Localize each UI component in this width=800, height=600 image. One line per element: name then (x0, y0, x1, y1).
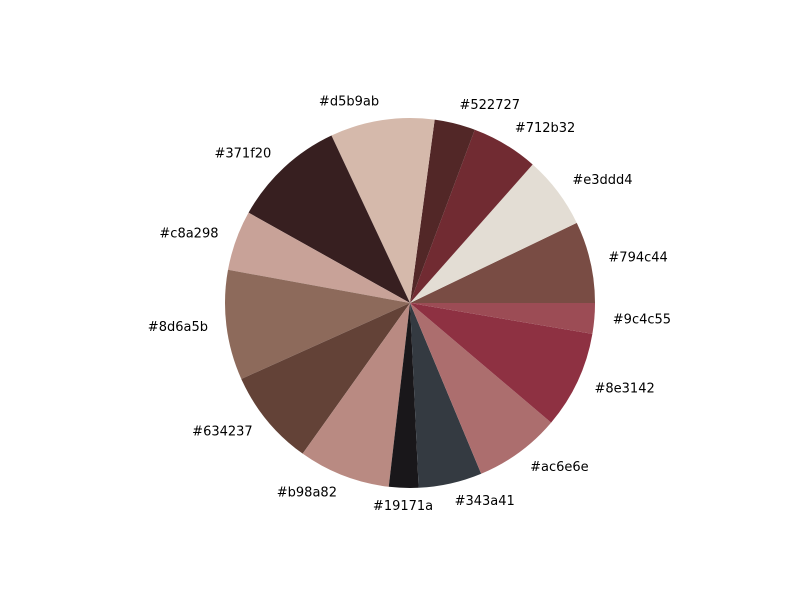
slice-label: #371f20 (215, 147, 272, 162)
pie-slice (410, 303, 593, 423)
pie-slice (410, 303, 595, 334)
pie-slice (410, 303, 552, 474)
pie-slice (225, 269, 410, 379)
pie-slice (331, 118, 435, 303)
slice-label: #c8a298 (159, 227, 218, 242)
pie-slice (302, 303, 410, 487)
pie-slice (410, 119, 475, 303)
slice-label: #19171a (373, 499, 433, 514)
pie-slice (248, 135, 410, 303)
slice-label: #8e3142 (595, 381, 655, 396)
slice-label: #343a41 (455, 494, 515, 509)
slice-label: #e3ddd4 (572, 173, 632, 188)
slice-label: #712b32 (515, 121, 576, 136)
slice-label: #8d6a5b (148, 320, 208, 335)
slice-label: #b98a82 (277, 485, 337, 500)
pie-slice (388, 303, 419, 488)
slice-label: #d5b9ab (319, 94, 379, 109)
pie-slice (228, 212, 410, 303)
pie-slice (410, 129, 533, 303)
pie-slice (241, 303, 410, 454)
slice-label: #634237 (192, 425, 253, 440)
pie-slice (410, 222, 595, 303)
slice-label: #794c44 (608, 250, 667, 265)
slice-label: #9c4c55 (613, 313, 671, 328)
slice-label: #522727 (460, 98, 521, 113)
slice-label: #ac6e6e (530, 460, 589, 475)
pie-slice (410, 303, 482, 488)
pie-slice (410, 164, 577, 303)
